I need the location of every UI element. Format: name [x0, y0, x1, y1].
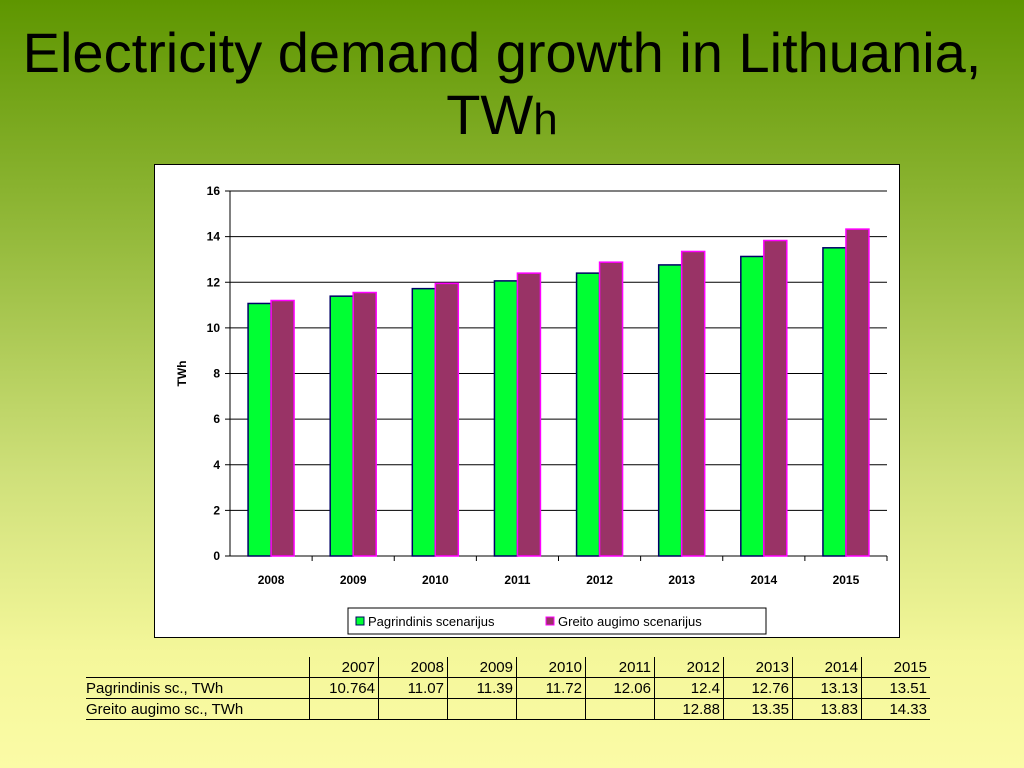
table-value-cell: 13.13	[792, 677, 862, 699]
bar-base-2011	[493, 280, 519, 557]
x-tick-label: 2015	[833, 573, 860, 587]
table-value-cell: 11.39	[447, 677, 517, 699]
bar-fast-2015	[845, 228, 870, 557]
table-value-cell: 12.06	[585, 677, 655, 699]
legend-label: Greito augimo scenarijus	[558, 614, 702, 629]
table-value-cell	[447, 698, 517, 720]
bar-base-2009	[329, 295, 354, 557]
y-tick-label: 16	[207, 184, 221, 198]
table-value-cell: 13.51	[861, 677, 930, 699]
table-year-header: 2012	[654, 657, 724, 678]
table-value-cell: 11.72	[516, 677, 586, 699]
table-year-header: 2013	[723, 657, 793, 678]
table-value-cell: 12.4	[654, 677, 724, 699]
bar-fast-2014	[763, 239, 788, 557]
table-row-label: Greito augimo sc., TWh	[86, 698, 310, 720]
bar-base-2010	[411, 287, 437, 557]
bar-chart: 0 2 4 6 8 10 12 14 16 TWh 2008 2009 2010 2011 2012 2013…	[175, 184, 888, 635]
table-value-cell	[378, 698, 448, 720]
table-value-cell	[309, 698, 379, 720]
bar-fast-2009	[352, 291, 377, 557]
table-value-cell: 13.83	[792, 698, 862, 720]
chart-area: 0 2 4 6 8 10 12 14 16 TWh 2008 2009 2010 2011 2012 2013…	[154, 164, 900, 638]
legend-label: Pagrindinis scenarijus	[368, 614, 495, 629]
table-year-header: 2008	[378, 657, 448, 678]
x-tick-label: 2013	[668, 573, 695, 587]
table-value-cell	[516, 698, 586, 720]
bar-fast-2012	[598, 261, 624, 557]
legend-box	[347, 607, 767, 635]
table-value-cell: 10.764	[309, 677, 379, 699]
bar-base-2013	[657, 264, 683, 557]
table-row-label: Pagrindinis sc., TWh	[86, 677, 310, 699]
x-tick-label: 2012	[586, 573, 613, 587]
data-table: 2007 2008 2009 2010 2011 2012 2013 2014 2015 Pagr…	[86, 657, 930, 720]
table-value-cell: 14.33	[861, 698, 930, 720]
table-corner-cell	[86, 657, 310, 678]
x-tick-label: 2009	[340, 573, 367, 587]
bar-fast-2013	[680, 250, 706, 557]
table-value-cell: 13.35	[723, 698, 793, 720]
table-value-cell: 12.76	[723, 677, 793, 699]
table-year-header: 2010	[516, 657, 586, 678]
table-value-cell: 12.88	[654, 698, 724, 720]
y-tick-label: 8	[213, 367, 220, 381]
bar-base-2008	[247, 302, 272, 557]
bar-base-2015	[822, 247, 847, 557]
y-tick-label: 12	[207, 275, 221, 289]
legend-swatch	[545, 616, 555, 626]
legend-swatch	[355, 616, 365, 626]
table-year-header: 2009	[447, 657, 517, 678]
y-tick-label: 4	[213, 458, 220, 472]
title-main: Electricity demand growth in Lithuania, …	[22, 21, 982, 146]
table-header-row: 2007 2008 2009 2010 2011 2012 2013 2014 2015	[86, 657, 930, 678]
bar-fast-2010	[434, 282, 460, 557]
bar-fast-2008	[270, 299, 295, 557]
y-tick-label: 2	[213, 503, 220, 517]
table-row: Pagrindinis sc., TWh 10.764 11.07 11.39 11.7…	[86, 677, 930, 699]
y-axis-label: TWh	[175, 361, 189, 387]
table-row: Greito augimo sc., TWh 12.88 13.35 13.83 14.…	[86, 698, 930, 720]
bar-base-2014	[740, 255, 765, 557]
x-tick-label: 2008	[258, 573, 285, 587]
bar-fast-2011	[516, 272, 542, 557]
table-year-header: 2007	[309, 657, 379, 678]
table-year-header: 2014	[792, 657, 862, 678]
x-tick-label: 2011	[504, 573, 530, 587]
title-suffix: h	[533, 95, 558, 144]
x-tick-label: 2014	[750, 573, 777, 587]
table-year-header: 2011	[585, 657, 655, 678]
table-year-header: 2015	[861, 657, 930, 678]
table-value-cell	[585, 698, 655, 720]
y-tick-label: 10	[207, 321, 221, 335]
y-tick-label: 0	[213, 549, 220, 563]
slide-title: Electricity demand growth in Lithuania, …	[0, 22, 1004, 151]
y-tick-label: 14	[207, 230, 221, 244]
bar-base-2012	[575, 272, 601, 557]
y-tick-label: 6	[213, 412, 220, 426]
table-value-cell: 11.07	[378, 677, 448, 699]
x-tick-label: 2010	[422, 573, 449, 587]
